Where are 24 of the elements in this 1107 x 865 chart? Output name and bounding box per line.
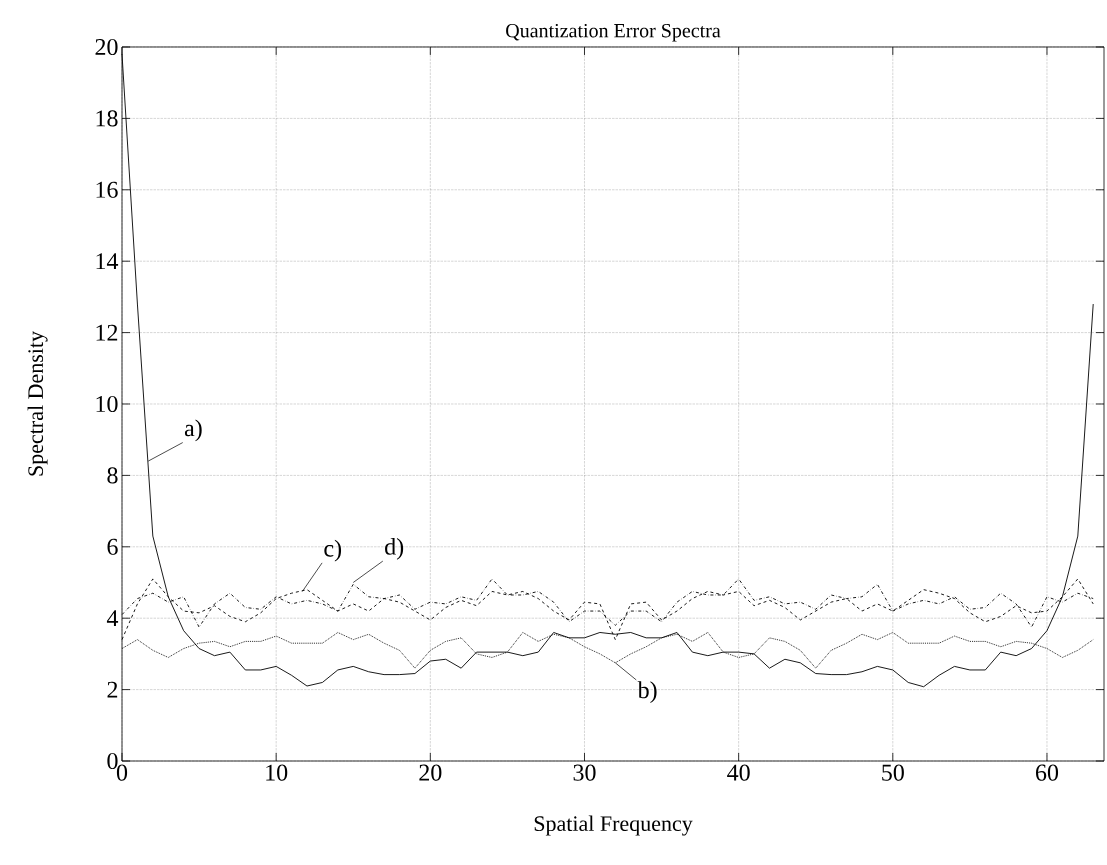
x-tick-label: 30	[573, 764, 596, 781]
y-tick-label: 18	[96, 110, 118, 127]
y-tick-label: 16	[96, 181, 118, 198]
chart-title: Quantization Error Spectra	[506, 23, 721, 42]
y-tick-label: 4	[106, 610, 119, 627]
annotation: a)	[184, 419, 202, 442]
x-tick-label: 20	[419, 764, 442, 781]
x-tick-label: 50	[882, 764, 904, 781]
y-tick-label: 8	[107, 467, 118, 484]
annotation: b)	[637, 681, 657, 704]
y-tick-label: 2	[107, 681, 118, 698]
annotation: c)	[324, 539, 342, 562]
y-tick-label: 20	[95, 38, 118, 56]
x-tick-label: 60	[1036, 764, 1059, 781]
x-tick-label: 10	[266, 764, 288, 781]
y-tick-label: 14	[96, 253, 119, 270]
y-tick-label: 10	[96, 395, 118, 413]
y-tick-label: 0	[107, 752, 118, 770]
y-tick-label: 12	[96, 324, 118, 341]
annotation: d)	[385, 537, 404, 560]
x-tick-label: 40	[727, 764, 750, 781]
y-tick-label: 6	[107, 538, 118, 555]
y-axis-title: Spectral Density	[27, 331, 48, 476]
x-axis-title: Spatial Frequency	[534, 815, 693, 836]
